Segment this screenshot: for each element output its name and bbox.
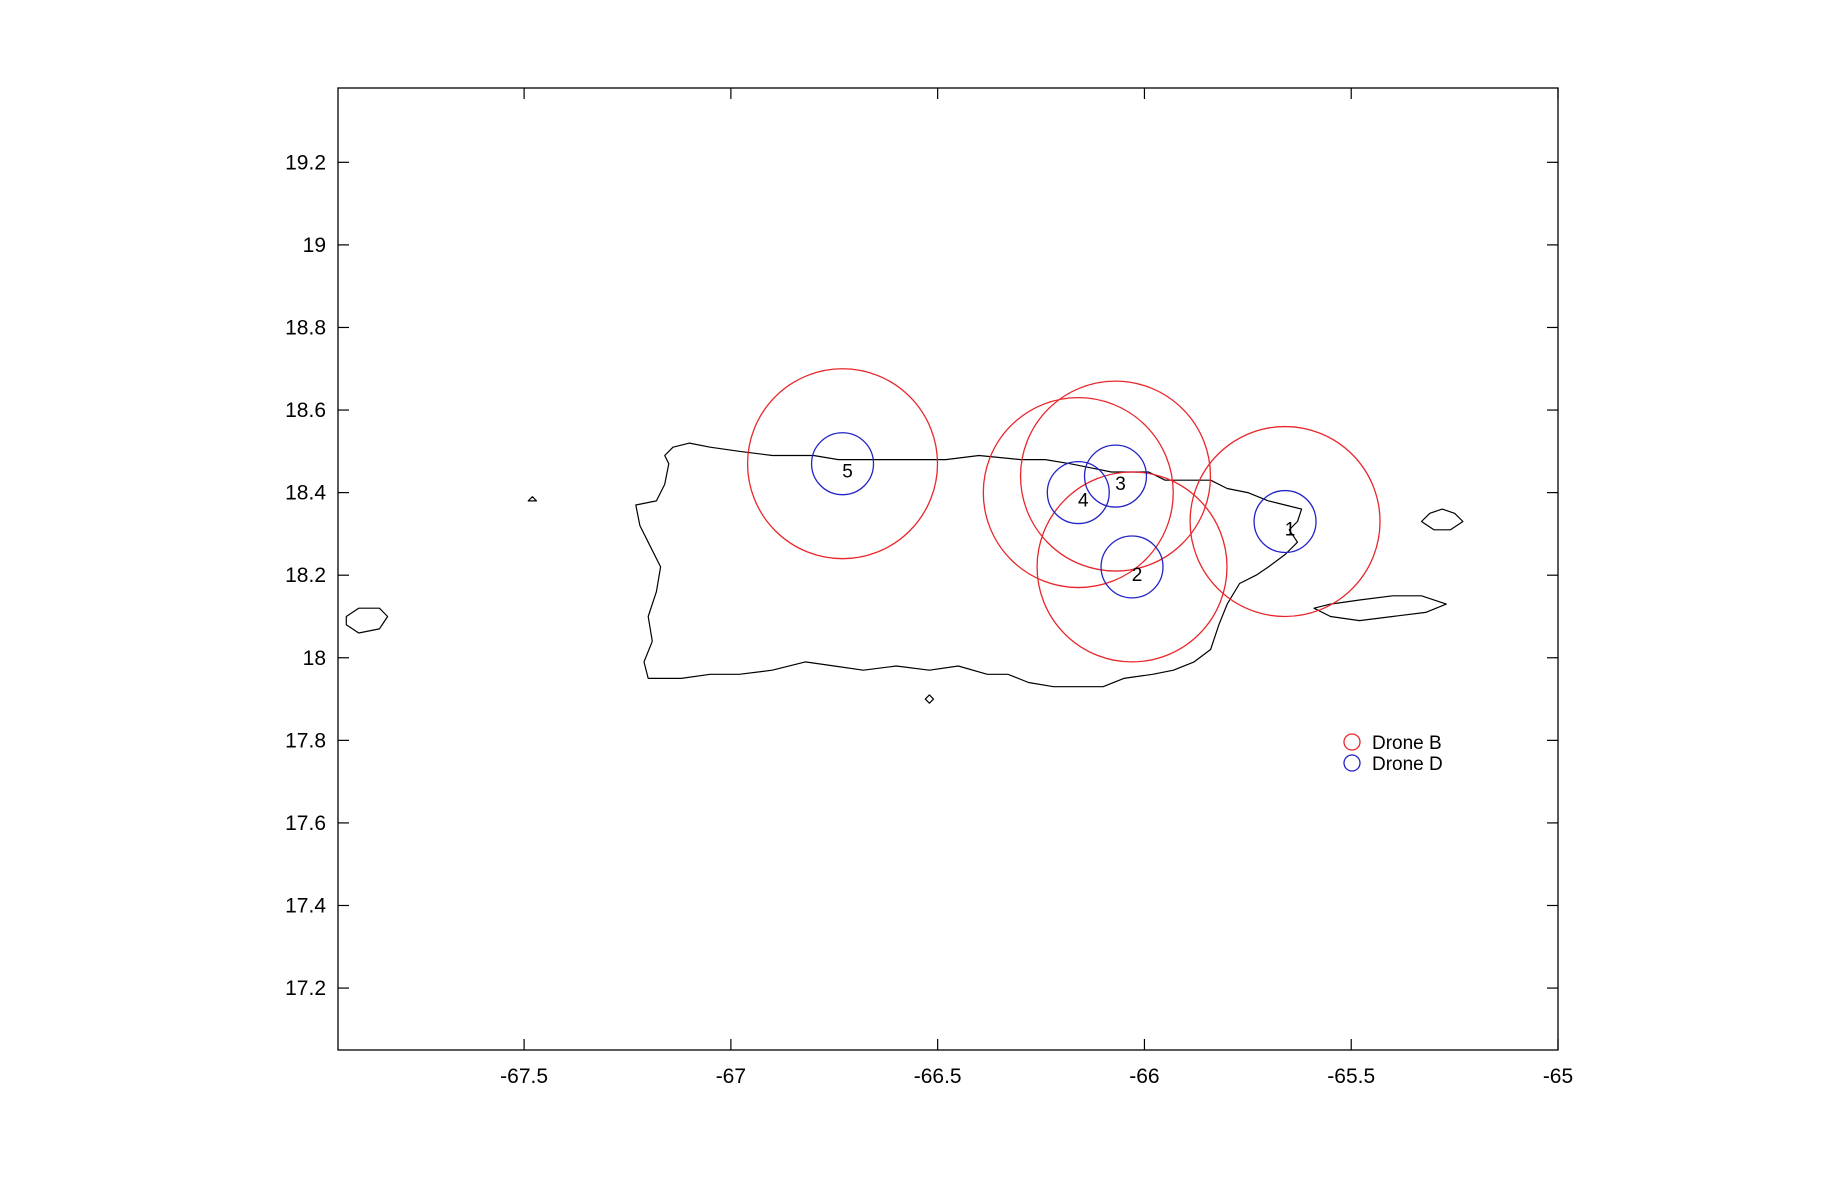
site-label-2: 2	[1132, 565, 1143, 586]
drone-b-circle-1	[1189, 425, 1381, 618]
coverage-circle-layer	[746, 368, 1381, 663]
y-tick-label: 18.2	[285, 564, 326, 587]
drone-b-circle-2	[1036, 471, 1228, 663]
coastline-puerto-rico-main	[635, 442, 1303, 688]
site-label-5: 5	[842, 462, 853, 483]
site-label-4: 4	[1078, 491, 1089, 512]
x-tick-label: -67.5	[500, 1065, 548, 1088]
y-tick-label: 17.4	[285, 894, 326, 917]
x-tick-label: -67	[716, 1065, 746, 1088]
legend-label-drone-d: Drone D	[1372, 754, 1443, 775]
coastline-vieques	[1313, 595, 1447, 622]
legend-label-drone-b: Drone B	[1372, 733, 1442, 754]
drone-d-circle-3	[1083, 444, 1148, 508]
y-tick-label: 18.6	[285, 399, 326, 422]
coastline-desecheo	[527, 496, 538, 502]
drone-d-circle-1	[1253, 489, 1317, 554]
y-tick-label: 17.8	[285, 729, 326, 752]
site-label-1: 1	[1285, 520, 1296, 541]
axis-tick-layer: -67.5 -67 -66.5 -66 -65.5 -65 17.2 17.4 17.6 17.8…	[285, 88, 1573, 1088]
y-tick-label: 18.4	[285, 482, 326, 505]
drone-d-circle-5	[810, 432, 875, 496]
drone-b-circle-3	[1019, 380, 1212, 572]
y-tick-label: 17.6	[285, 812, 326, 835]
legend-marker-drone-d	[1343, 754, 1361, 772]
coastline-culebra	[1420, 508, 1464, 531]
y-tick-label: 18	[303, 647, 326, 670]
x-tick-label: -66.5	[914, 1065, 962, 1088]
legend-marker-drone-b	[1343, 733, 1361, 751]
y-tick-label: 19	[303, 234, 326, 257]
drone-b-circle-5	[746, 368, 939, 560]
drone-d-circle-4	[1046, 461, 1110, 525]
y-tick-label: 17.2	[285, 977, 326, 1000]
site-label-3: 3	[1115, 474, 1126, 495]
y-tick-label: 18.8	[285, 316, 326, 339]
coastline-caja-de-muertos	[924, 694, 935, 704]
x-tick-label: -65.5	[1327, 1065, 1375, 1088]
y-tick-label: 19.2	[285, 151, 326, 174]
coastline-mona	[345, 607, 389, 634]
drone-d-circle-2	[1100, 535, 1164, 599]
drone-b-circle-4	[982, 397, 1174, 589]
x-tick-label: -65	[1543, 1065, 1573, 1088]
plot-area-frame	[337, 87, 1559, 1051]
site-label-layer: 1 2 3 4 5	[842, 462, 1295, 586]
x-tick-label: -66	[1129, 1065, 1159, 1088]
coastline-layer	[345, 442, 1464, 704]
